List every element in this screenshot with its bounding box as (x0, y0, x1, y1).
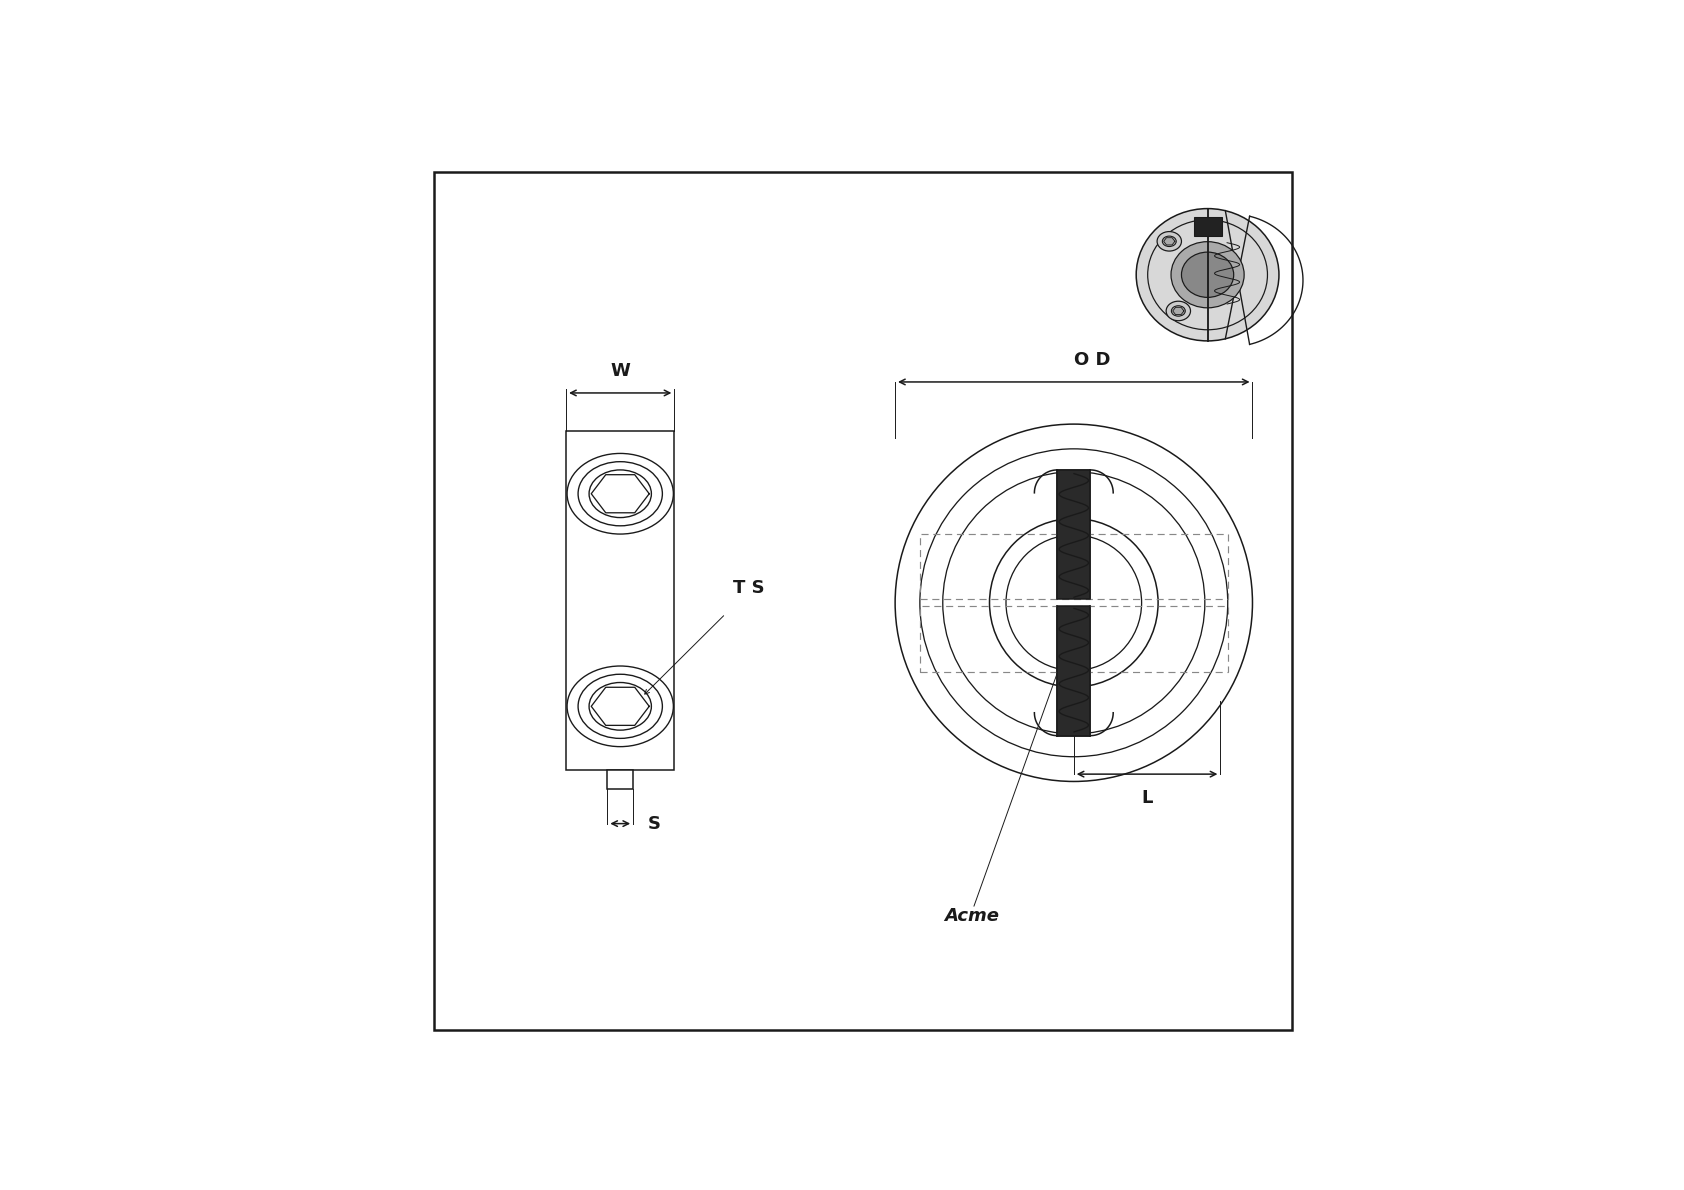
Text: S: S (648, 815, 660, 833)
Text: Acme: Acme (943, 907, 999, 925)
Ellipse shape (1137, 208, 1278, 340)
Ellipse shape (1170, 242, 1244, 308)
Text: W: W (610, 362, 630, 380)
Text: T S: T S (733, 580, 765, 597)
Bar (1194, 217, 1221, 237)
Ellipse shape (1172, 306, 1186, 317)
Bar (919, 607, 1228, 672)
Text: L: L (1142, 789, 1154, 807)
Text: O D: O D (1074, 351, 1110, 369)
Ellipse shape (1148, 220, 1268, 330)
Bar (1058, 470, 1090, 599)
Ellipse shape (1182, 252, 1234, 298)
Ellipse shape (1157, 232, 1182, 251)
Bar (1058, 607, 1090, 735)
Circle shape (990, 519, 1159, 687)
Bar (919, 533, 1228, 599)
Ellipse shape (1162, 236, 1175, 246)
Ellipse shape (1165, 301, 1191, 321)
Circle shape (896, 424, 1253, 782)
Bar (608, 770, 633, 789)
Bar (566, 432, 674, 770)
